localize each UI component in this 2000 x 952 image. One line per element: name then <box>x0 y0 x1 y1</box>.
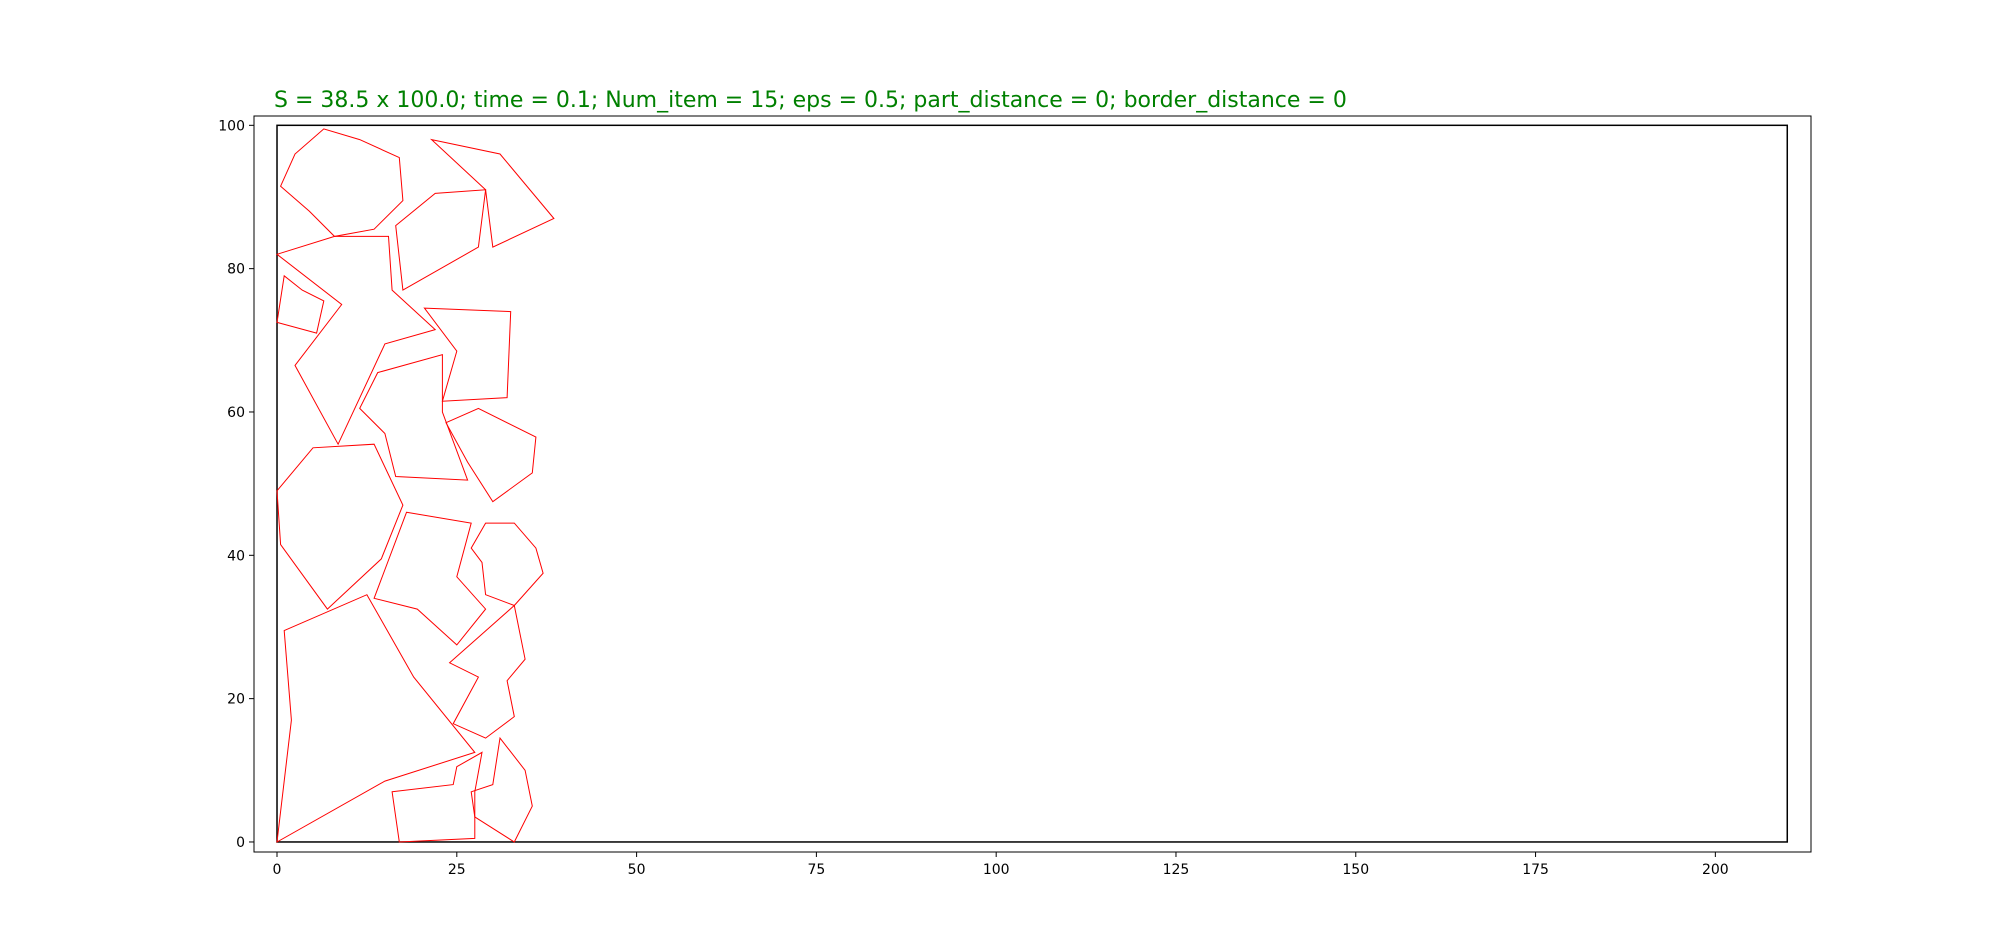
polygon-9 <box>276 443 404 610</box>
polygon-12 <box>276 594 476 843</box>
y-tick-label: 60 <box>227 405 245 421</box>
y-tick-label: 40 <box>227 548 245 564</box>
y-tick-label: 20 <box>227 692 245 708</box>
x-tick-label: 175 <box>1522 862 1549 878</box>
x-tick-label: 25 <box>448 862 466 878</box>
x-tick-label: 150 <box>1342 862 1369 878</box>
x-tick-label: 200 <box>1702 862 1729 878</box>
polygon-6 <box>423 307 512 402</box>
x-tick-label: 100 <box>983 862 1010 878</box>
x-tick-label: 125 <box>1163 862 1190 878</box>
chart-title: S = 38.5 x 100.0; time = 0.1; Num_item =… <box>274 88 1347 113</box>
polygon-8 <box>445 407 537 503</box>
polygon-15 <box>391 751 483 843</box>
polygon-11 <box>470 522 544 607</box>
polygon-1 <box>279 128 404 237</box>
y-tick-label: 100 <box>218 118 245 134</box>
x-axis-ticks: 0 25 50 75 100 125 150 175 200 <box>273 852 1729 878</box>
polygon-13 <box>448 604 526 739</box>
x-tick-label: 50 <box>628 862 646 878</box>
polygon-2 <box>429 138 555 248</box>
y-tick-label: 80 <box>227 262 245 278</box>
polygon-5 <box>276 274 325 334</box>
x-tick-label: 0 <box>273 862 282 878</box>
polygon-7 <box>359 353 469 481</box>
y-tick-label: 0 <box>236 835 245 851</box>
polygon-3 <box>395 189 487 291</box>
polygon-10 <box>373 511 487 646</box>
polygon-14 <box>470 736 533 843</box>
x-tick-label: 75 <box>807 862 825 878</box>
polygon-4 <box>275 235 437 446</box>
axes-frame <box>253 115 1812 853</box>
container-rectangle <box>276 124 1789 843</box>
y-axis-ticks: 0 20 40 60 80 100 <box>218 118 254 851</box>
packed-polygons <box>275 128 555 843</box>
